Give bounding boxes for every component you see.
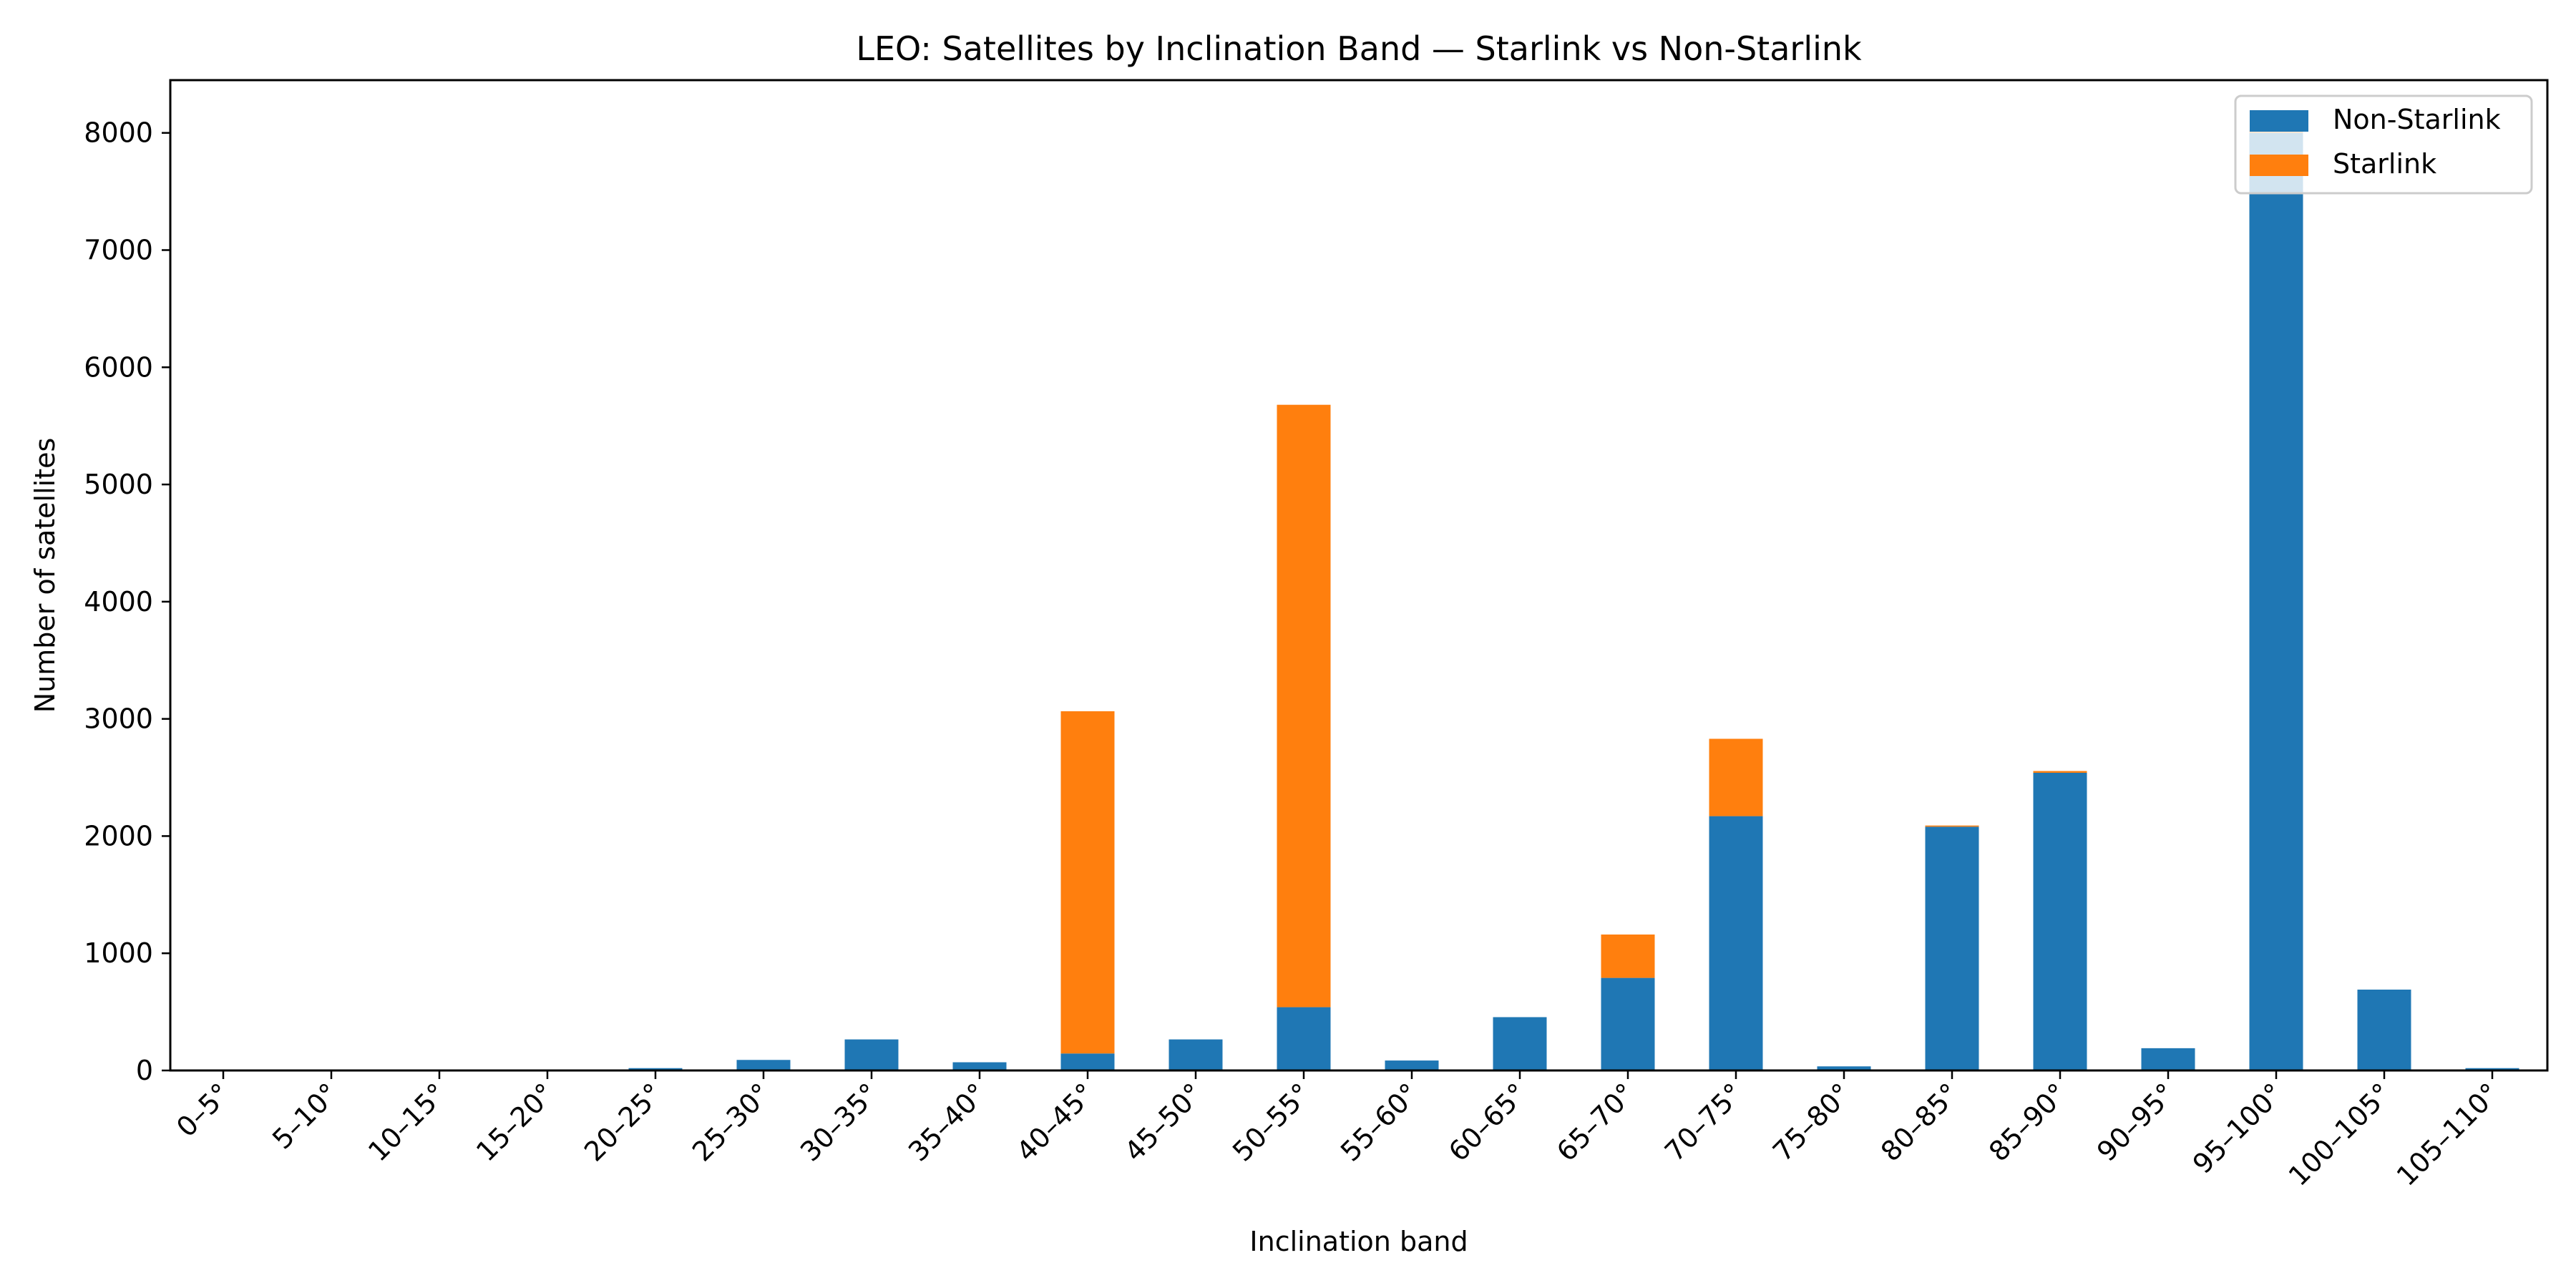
x-tick-label: 60–65° bbox=[1443, 1077, 1533, 1167]
bar-starlink-10 bbox=[1277, 404, 1331, 1008]
bar-non-starlink-9 bbox=[1169, 1039, 1223, 1070]
bar-starlink-13 bbox=[1601, 935, 1655, 978]
bar-non-starlink-21 bbox=[2465, 1068, 2519, 1070]
x-axis: 0–5° 5–10° 10–15° 15–20° 20–25° 25–30° 30–35° 3… bbox=[170, 1070, 2505, 1192]
y-tick-label: 0 bbox=[136, 1055, 153, 1086]
y-axis: 0 1000 2000 3000 4000 5000 6000 7000 8000 bbox=[84, 117, 170, 1086]
x-tick-label: 65–70° bbox=[1551, 1077, 1641, 1167]
x-tick-label: 20–25° bbox=[578, 1077, 668, 1167]
bar-starlink-17 bbox=[2033, 771, 2087, 773]
bar-non-starlink-6 bbox=[844, 1039, 899, 1070]
legend: Non-Starlink Starlink bbox=[2234, 94, 2533, 195]
chart-title: LEO: Satellites by Inclination Band — St… bbox=[856, 29, 1862, 68]
bar-non-starlink-10 bbox=[1277, 1007, 1331, 1070]
y-tick-label: 4000 bbox=[84, 586, 153, 618]
x-tick-label: 25–30° bbox=[686, 1077, 776, 1167]
bar-starlink-16 bbox=[1925, 825, 1979, 827]
bar-non-starlink-19 bbox=[2249, 132, 2303, 1071]
x-tick-label: 5–10° bbox=[266, 1077, 344, 1155]
y-tick-label: 6000 bbox=[84, 351, 153, 383]
legend-frame bbox=[2234, 94, 2533, 195]
x-tick-label: 55–60° bbox=[1335, 1077, 1425, 1167]
x-tick-label: 45–50° bbox=[1118, 1077, 1209, 1167]
bar-non-starlink-8 bbox=[1060, 1053, 1115, 1070]
y-tick-label: 1000 bbox=[84, 937, 153, 969]
x-tick-label: 80–85° bbox=[1875, 1077, 1965, 1167]
x-tick-label: 70–75° bbox=[1659, 1077, 1749, 1167]
bar-non-starlink-14 bbox=[1709, 816, 1763, 1070]
bars-group bbox=[196, 130, 2519, 1071]
x-tick-label: 105–110° bbox=[2391, 1077, 2506, 1192]
bar-non-starlink-11 bbox=[1385, 1060, 1439, 1070]
bar-non-starlink-16 bbox=[1925, 826, 1979, 1070]
y-tick-label: 7000 bbox=[84, 234, 153, 265]
y-tick-label: 5000 bbox=[84, 469, 153, 500]
x-tick-label: 10–15° bbox=[362, 1077, 452, 1167]
legend-label-non-starlink: Non-Starlink bbox=[2333, 104, 2501, 135]
bar-starlink-8 bbox=[1060, 711, 1115, 1054]
legend-swatch-starlink bbox=[2250, 155, 2308, 176]
bar-non-starlink-15 bbox=[1817, 1066, 1871, 1070]
y-tick-label: 2000 bbox=[84, 820, 153, 852]
x-tick-label: 35–40° bbox=[902, 1077, 992, 1167]
legend-swatch-non-starlink bbox=[2250, 110, 2308, 132]
plot-frame bbox=[169, 79, 2549, 1072]
bar-non-starlink-7 bbox=[952, 1062, 1007, 1070]
x-tick-label: 30–35° bbox=[794, 1077, 884, 1167]
x-tick-label: 15–20° bbox=[470, 1077, 560, 1167]
x-tick-label: 40–45° bbox=[1010, 1077, 1101, 1167]
bar-non-starlink-5 bbox=[736, 1060, 791, 1070]
legend-label-starlink: Starlink bbox=[2333, 148, 2436, 180]
y-axis-label: Number of satellites bbox=[29, 438, 61, 713]
bar-non-starlink-12 bbox=[1493, 1017, 1547, 1070]
x-tick-label: 85–90° bbox=[1983, 1077, 2073, 1167]
x-tick-label: 90–95° bbox=[2091, 1077, 2181, 1167]
x-tick-label: 0–5° bbox=[170, 1077, 236, 1143]
bar-non-starlink-20 bbox=[2357, 989, 2411, 1070]
y-tick-label: 8000 bbox=[84, 117, 153, 149]
x-tick-label: 95–100° bbox=[2187, 1077, 2289, 1179]
y-tick-label: 3000 bbox=[84, 703, 153, 735]
bar-non-starlink-4 bbox=[628, 1068, 683, 1070]
bar-non-starlink-17 bbox=[2033, 772, 2087, 1070]
bar-non-starlink-18 bbox=[2141, 1048, 2195, 1070]
bar-non-starlink-13 bbox=[1601, 977, 1655, 1070]
x-axis-label: Inclination band bbox=[1249, 1226, 1468, 1257]
x-tick-label: 100–105° bbox=[2283, 1077, 2398, 1192]
bar-starlink-14 bbox=[1709, 738, 1763, 816]
x-tick-label: 75–80° bbox=[1767, 1077, 1857, 1167]
x-tick-label: 50–55° bbox=[1226, 1077, 1317, 1167]
